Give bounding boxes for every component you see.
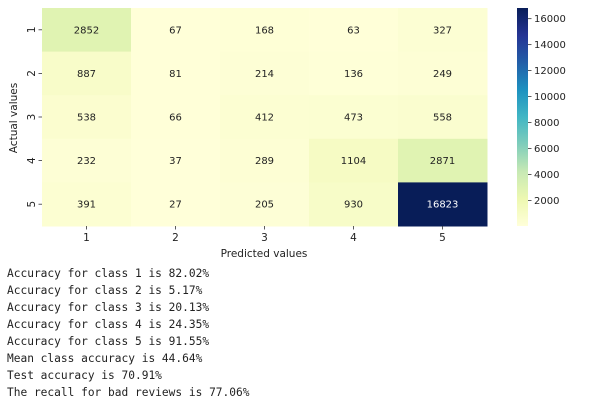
colorbar-tick-label-6000: 6000 — [534, 144, 559, 155]
output-line-2: Accuracy for class 2 is 5.17% — [7, 284, 203, 297]
y-tick-label-4: 4 — [26, 157, 38, 164]
cell-value-r2-c3: 214 — [255, 69, 274, 80]
x-axis-ticks: 1 2 3 4 5 — [83, 226, 446, 244]
cell-value-r5-c4: 930 — [344, 200, 363, 211]
y-axis-ticks: 1 2 3 4 5 — [26, 26, 42, 208]
heatmap-cell-r3-c4 — [309, 95, 399, 140]
heatmap-cell-r4-c3 — [220, 138, 310, 183]
heatmap-cell-r3-c3 — [220, 95, 310, 140]
cell-value-r3-c2: 66 — [169, 113, 182, 124]
heatmap-cell-r1-c2 — [131, 8, 221, 53]
heatmap-cell-r2-c4 — [309, 51, 399, 96]
heatmap-cell-r2-c3 — [220, 51, 310, 96]
y-tick-label-1: 1 — [26, 26, 38, 33]
cell-value-r3-c4: 473 — [344, 113, 363, 124]
colorbar-tick-label-2000: 2000 — [534, 196, 559, 207]
cell-value-r2-c2: 81 — [169, 69, 182, 80]
cell-value-r1-c1: 2852 — [74, 25, 99, 36]
output-line-3: Accuracy for class 3 is 20.13% — [7, 301, 210, 314]
heatmap-cell-r5-c4 — [309, 182, 399, 227]
heatmap-cell-r3-c1 — [42, 95, 132, 140]
x-tick-label-1: 1 — [83, 232, 90, 244]
cell-value-r4-c5: 2871 — [430, 156, 455, 167]
heatmap-cell-r2-c2 — [131, 51, 221, 96]
cell-value-r1-c2: 67 — [169, 25, 182, 36]
x-tick-label-3: 3 — [261, 232, 268, 244]
cell-value-r4-c1: 232 — [77, 156, 96, 167]
cell-value-r2-c1: 887 — [77, 69, 96, 80]
heatmap-cell-r1-c1 — [42, 8, 132, 53]
cell-value-r4-c3: 289 — [255, 156, 274, 167]
y-tick-label-5: 5 — [26, 201, 38, 208]
cell-value-r5-c1: 391 — [77, 200, 96, 211]
heatmap-cell-r3-c5 — [398, 95, 488, 140]
colorbar — [517, 8, 528, 226]
heatmap-cell-r4-c5 — [398, 138, 488, 183]
cell-value-r5-c2: 27 — [169, 200, 182, 211]
y-axis-label: Actual values — [8, 83, 20, 153]
y-tick-label-2: 2 — [26, 70, 38, 77]
x-axis-label: Predicted values — [221, 248, 308, 260]
colorbar-ticks: 2000 4000 6000 8000 10000 12000 14000 16000 — [528, 14, 566, 207]
heatmap-cell-r5-c3 — [220, 182, 310, 227]
cell-value-r2-c4: 136 — [344, 69, 363, 80]
heatmap-cell-r4-c4 — [309, 138, 399, 183]
cell-value-r4-c2: 37 — [169, 156, 182, 167]
output-line-6: Mean class accuracy is 44.64% — [7, 352, 203, 365]
colorbar-tick-label-8000: 8000 — [534, 118, 559, 129]
cell-value-r3-c5: 558 — [433, 113, 452, 124]
cell-value-r4-c4: 1104 — [341, 156, 366, 167]
heatmap-cell-labels: 2852 67 168 63 327 887 81 214 136 249 538 66 412 473 5… — [74, 25, 459, 210]
heatmap-cell-r5-c2 — [131, 182, 221, 227]
heatmap-cell-r5-c1 — [42, 182, 132, 227]
heatmap-cell-r2-c5 — [398, 51, 488, 96]
heatmap-cell-r4-c1 — [42, 138, 132, 183]
cell-value-r1-c3: 168 — [255, 25, 274, 36]
heatmap-cell-r1-c4 — [309, 8, 399, 53]
heatmap-cell-r1-c3 — [220, 8, 310, 53]
heatmap-cell-r3-c2 — [131, 95, 221, 140]
cell-value-r3-c1: 538 — [77, 113, 96, 124]
heatmap-cell-r4-c2 — [131, 138, 221, 183]
heatmap-cell-r1-c5 — [398, 8, 488, 53]
heatmap-cells — [42, 8, 488, 227]
x-tick-label-2: 2 — [172, 232, 179, 244]
console-output: Accuracy for class 1 is 82.02% Accuracy f… — [7, 265, 249, 401]
x-tick-label-4: 4 — [350, 232, 357, 244]
output-line-8: The recall for bad reviews is 77.06% — [7, 386, 250, 399]
output-line-7: Test accuracy is 70.91% — [7, 369, 162, 382]
heatmap-cell-r5-c5 — [398, 182, 488, 227]
colorbar-tick-label-4000: 4000 — [534, 170, 559, 181]
x-tick-label-5: 5 — [439, 232, 446, 244]
cell-value-r1-c5: 327 — [433, 25, 452, 36]
cell-value-r5-c5: 16823 — [427, 200, 459, 211]
output-line-1: Accuracy for class 1 is 82.02% — [7, 267, 210, 280]
colorbar-tick-label-10000: 10000 — [534, 92, 566, 103]
cell-value-r3-c3: 412 — [255, 113, 274, 124]
heatmap-cell-r2-c1 — [42, 51, 132, 96]
colorbar-tick-label-14000: 14000 — [534, 40, 566, 51]
output-line-5: Accuracy for class 5 is 91.55% — [7, 335, 210, 348]
output-line-4: Accuracy for class 4 is 24.35% — [7, 318, 210, 331]
colorbar-tick-label-12000: 12000 — [534, 66, 566, 77]
cell-value-r5-c3: 205 — [255, 200, 274, 211]
cell-value-r2-c5: 249 — [433, 69, 452, 80]
colorbar-tick-label-16000: 16000 — [534, 14, 566, 25]
y-tick-label-3: 3 — [26, 114, 38, 121]
cell-value-r1-c4: 63 — [347, 25, 360, 36]
